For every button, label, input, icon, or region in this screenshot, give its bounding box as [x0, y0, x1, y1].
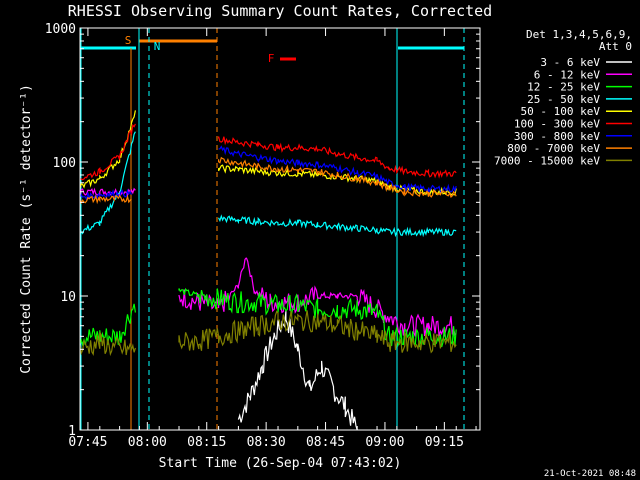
chart-title: RHESSI Observing Summary Count Rates, Co…	[68, 2, 492, 20]
y-tick-label: 1	[68, 424, 76, 439]
plot-frame	[79, 27, 481, 431]
x-axis-label: Start Time (26-Sep-04 07:43:02)	[159, 456, 402, 471]
y-axis-ticks: 1 10 100 1000	[45, 22, 480, 439]
series-line-3	[79, 287, 457, 348]
x-tick-label: 08:45	[306, 435, 345, 450]
y-tick-label: 10	[60, 290, 76, 305]
observing-overlays	[80, 28, 465, 430]
series-line-8	[79, 156, 457, 205]
legend-label: 100 - 300 keV	[514, 118, 600, 131]
series-line-4	[79, 131, 457, 238]
x-tick-label: 08:30	[247, 435, 286, 450]
x-tick-label: 08:00	[128, 435, 167, 450]
series-line-9	[79, 310, 457, 357]
series-lines	[79, 110, 457, 431]
night-label: N	[154, 40, 161, 53]
saa-label: S	[125, 34, 132, 47]
y-axis-label: Corrected Count Rate (s⁻¹ detector⁻¹)	[19, 84, 34, 374]
y-tick-label: 100	[53, 156, 76, 171]
x-tick-label: 09:15	[425, 435, 464, 450]
legend-label: 50 - 100 keV	[521, 105, 601, 118]
legend-label: 3 - 6 keV	[540, 56, 600, 69]
timestamp: 21-Oct-2021 08:48	[544, 469, 636, 479]
series-line-6	[79, 123, 457, 181]
x-axis-ticks: 07:45 08:00 08:15 08:30 08:45 09:00 09:15	[68, 28, 477, 450]
legend-label: 12 - 25 keV	[527, 81, 600, 94]
legend-label: 800 - 7000 keV	[507, 142, 600, 155]
x-tick-label: 08:15	[187, 435, 226, 450]
legend-label: 7000 - 15000 keV	[494, 154, 600, 167]
flare-label: F	[268, 52, 275, 65]
legend-header-line-1: Det 1,3,4,5,6,9,	[526, 28, 632, 41]
legend-header-line-2: Att 0	[599, 40, 632, 53]
legend-label: 300 - 800 keV	[514, 130, 600, 143]
x-tick-label: 07:45	[68, 435, 107, 450]
series-line-1	[237, 310, 358, 431]
x-tick-label: 09:00	[365, 435, 404, 450]
legend-label: 6 - 12 keV	[534, 68, 601, 81]
y-tick-label: 1000	[45, 22, 76, 37]
legend-label: 25 - 50 keV	[527, 93, 600, 106]
